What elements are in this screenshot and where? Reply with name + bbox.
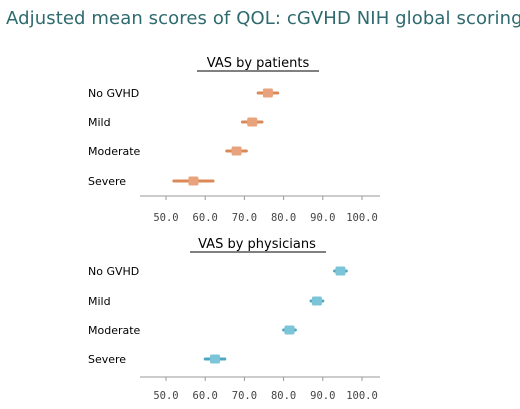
data-point — [311, 296, 322, 306]
x-tick-label: 80.0 — [271, 390, 296, 402]
data-point — [262, 88, 273, 98]
x-tick-label: 100.0 — [346, 390, 378, 402]
category-label: Moderate — [88, 324, 141, 337]
category-label: Severe — [88, 175, 126, 188]
x-tick-label: 70.0 — [232, 390, 257, 402]
data-point — [247, 117, 258, 127]
category-label: Mild — [88, 116, 111, 129]
x-tick-label: 70.0 — [232, 212, 257, 224]
x-tick-label: 80.0 — [271, 212, 296, 224]
data-point — [210, 354, 220, 364]
x-tick-label: 60.0 — [193, 212, 218, 224]
category-label: Mild — [88, 295, 111, 308]
page-title: Adjusted mean scores of QOL: cGVHD NIH g… — [6, 8, 520, 29]
x-tick-label: 50.0 — [153, 212, 178, 224]
x-tick-label: 100.0 — [346, 212, 378, 224]
category-label: Severe — [88, 353, 126, 366]
data-point — [335, 266, 346, 276]
data-point — [231, 146, 242, 156]
chart-title: VAS by physicians — [198, 237, 316, 252]
category-label: No GVHD — [88, 265, 139, 278]
x-tick-label: 90.0 — [310, 212, 335, 224]
x-tick-label: 60.0 — [193, 390, 218, 402]
category-label: Moderate — [88, 145, 141, 158]
category-label: No GVHD — [88, 87, 139, 100]
chart-panel-patients: VAS by patients No GVHD Mild Moderate Severe… — [88, 56, 380, 224]
x-tick-label: 90.0 — [310, 390, 335, 402]
data-point — [284, 325, 295, 335]
data-point — [188, 176, 199, 186]
chart-title: VAS by patients — [207, 56, 310, 71]
x-tick-label: 50.0 — [153, 390, 178, 402]
chart-panel-physicians: VAS by physicians No GVHD Mild Moderate Seve… — [88, 237, 380, 402]
